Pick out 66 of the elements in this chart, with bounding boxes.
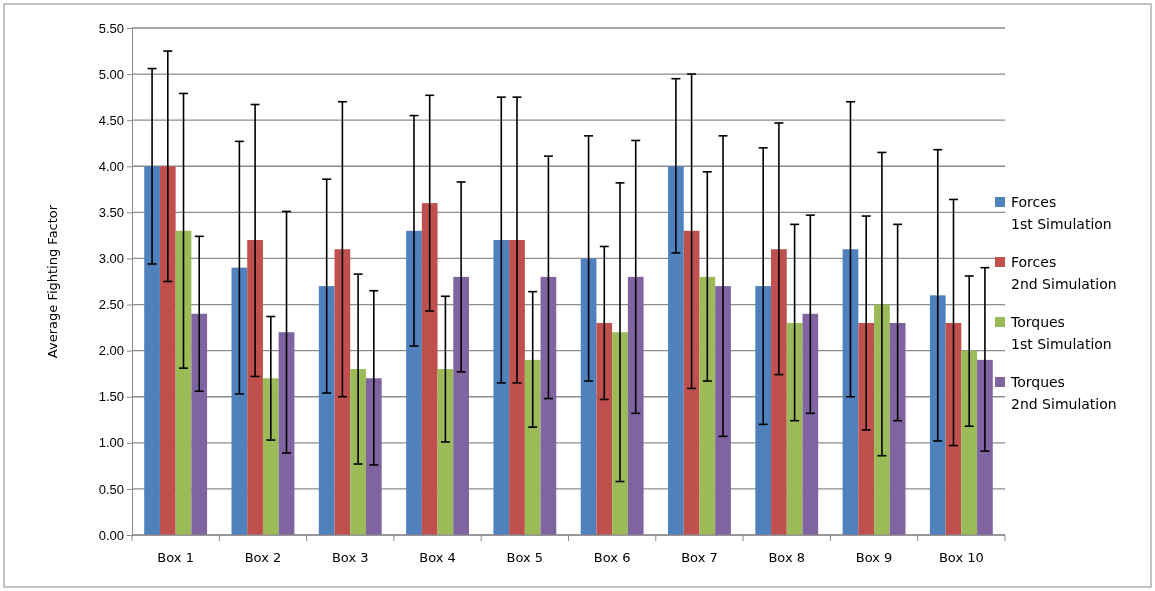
bar [365,378,382,535]
bar [175,230,192,535]
bar [262,378,279,535]
bar [755,286,772,535]
x-tick-label: Box 4 [419,550,456,565]
x-tick-label: Box 3 [331,550,369,565]
bar [874,304,890,535]
bar [596,322,613,535]
bar [842,249,859,535]
y-tick-label: 2.50 [98,297,124,313]
legend-label: Torques 2nd Simulation [1010,374,1117,412]
bar [929,295,946,535]
bar [540,276,557,535]
bar [858,322,875,535]
bar [699,276,716,535]
legend-label: Torques 1st Simulation [1010,314,1112,352]
bar [786,322,803,535]
bar [509,240,525,535]
y-axis-title: Average Fighting Factor [45,204,60,359]
x-tick-label: Box 5 [506,550,544,565]
y-tick-label: 5.50 [98,20,124,36]
bar [977,359,993,535]
legend-label: Forces 2nd Simulation [1011,254,1117,292]
bar [961,350,978,535]
bar [159,166,176,535]
bar [278,332,295,535]
bar [144,166,160,535]
y-tick-label: 3.00 [98,251,124,267]
bar [715,286,731,535]
bar [191,313,208,535]
bar [668,166,684,535]
y-tick-label: 0.50 [98,481,124,497]
y-tick-label: 1.50 [98,389,124,405]
bar [627,276,644,535]
y-tick-label: 0.00 [98,527,124,543]
bar [318,286,335,535]
x-tick-label: Box 1 [157,550,194,565]
bar [493,240,510,535]
y-tick-label: 5.00 [98,66,124,82]
bar [889,322,906,535]
bar [945,322,962,535]
bar [231,267,248,535]
bar [247,240,263,535]
bar [437,369,454,535]
x-tick-label: Box 7 [681,550,718,565]
y-tick-label: 3.50 [98,205,124,221]
bar [350,369,366,535]
x-tick-label: Box 10 [938,550,984,565]
bar [453,276,469,535]
bar [802,313,819,535]
x-tick-label: Box 8 [768,550,806,565]
bar [580,258,597,535]
bar [334,249,351,535]
x-tick-label: Box 6 [593,550,631,565]
x-tick-label: Box 2 [244,550,282,565]
y-tick-label: 4.00 [98,158,124,174]
y-tick-label: 4.50 [98,112,124,128]
y-tick-label: 1.00 [98,435,124,451]
bar [421,203,438,535]
bar [524,359,541,535]
bar [771,249,787,535]
bar [683,230,700,535]
y-tick-label: 2.00 [98,343,124,359]
x-tick-label: Box 9 [855,550,893,565]
bar [406,230,422,535]
legend-label: Forces 1st Simulation [1011,194,1112,232]
